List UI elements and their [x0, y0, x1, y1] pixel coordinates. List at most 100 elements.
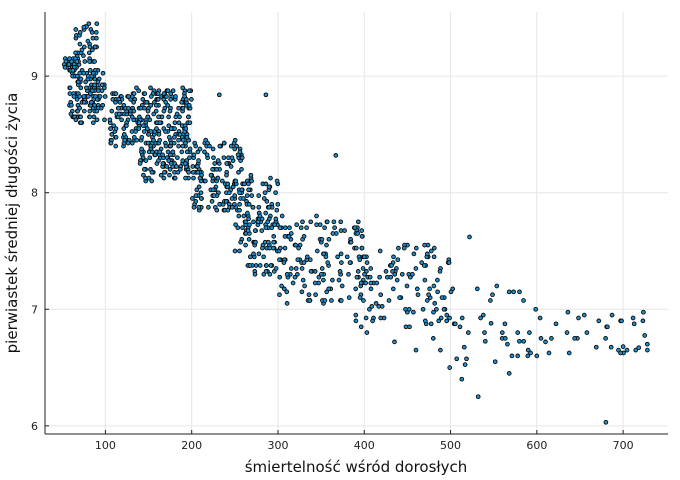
data-point	[214, 167, 219, 172]
data-point	[113, 99, 118, 105]
data-point	[211, 155, 216, 161]
data-point	[361, 254, 367, 260]
data-point	[299, 289, 305, 295]
data-point	[271, 234, 277, 239]
data-point	[564, 330, 570, 335]
data-point	[379, 304, 385, 309]
data-point	[77, 94, 82, 99]
data-point	[509, 353, 515, 359]
data-point	[149, 169, 155, 175]
data-point	[533, 306, 539, 312]
data-point	[237, 207, 242, 213]
data-point	[447, 315, 452, 321]
x-tick-label: 500	[440, 439, 461, 452]
data-point	[459, 376, 465, 382]
data-point	[74, 97, 80, 102]
data-point	[353, 312, 359, 318]
data-point	[184, 97, 189, 102]
data-point	[641, 309, 646, 315]
data-point	[273, 216, 279, 222]
data-point	[251, 219, 256, 225]
data-point	[277, 245, 283, 251]
data-point	[373, 301, 379, 306]
data-point	[502, 336, 508, 341]
data-point	[167, 167, 173, 172]
data-point	[273, 190, 278, 196]
data-point	[354, 274, 360, 280]
data-point	[392, 271, 398, 277]
y-tick-label: 7	[31, 303, 38, 316]
data-point	[499, 330, 505, 335]
x-tick-label: 700	[613, 439, 634, 452]
data-point	[630, 315, 636, 321]
data-point	[131, 134, 137, 140]
data-point	[422, 318, 428, 324]
data-point	[232, 193, 238, 198]
data-point	[180, 105, 186, 111]
data-point	[428, 321, 434, 327]
data-point	[435, 277, 440, 283]
data-point	[196, 158, 201, 163]
data-point	[176, 143, 181, 149]
data-point	[238, 239, 244, 245]
data-point	[223, 199, 229, 204]
data-point	[131, 108, 137, 114]
data-point	[233, 222, 238, 228]
data-point	[226, 190, 232, 196]
data-point	[165, 88, 171, 94]
data-point	[245, 228, 251, 233]
data-point	[441, 306, 447, 312]
data-point	[300, 277, 306, 283]
data-point	[506, 289, 512, 295]
data-point	[177, 114, 182, 120]
data-point	[331, 219, 337, 225]
data-point	[196, 204, 202, 210]
data-point	[263, 181, 269, 187]
data-point	[87, 67, 93, 73]
data-point	[431, 309, 436, 315]
data-point	[155, 97, 161, 102]
data-point	[247, 222, 252, 228]
data-point	[229, 204, 235, 210]
data-point	[521, 298, 526, 303]
data-point	[168, 126, 174, 131]
data-point	[293, 242, 298, 248]
data-point	[217, 143, 223, 149]
data-point	[396, 245, 401, 251]
data-point	[160, 152, 165, 158]
data-point	[89, 99, 94, 105]
data-point	[100, 70, 106, 76]
data-point	[145, 140, 151, 146]
data-point	[467, 234, 472, 240]
data-point	[71, 94, 77, 99]
data-point	[357, 295, 363, 300]
data-point	[448, 289, 454, 295]
data-point	[431, 245, 437, 251]
data-point	[163, 143, 169, 149]
data-point	[459, 315, 465, 321]
data-point	[430, 336, 436, 341]
data-point	[431, 254, 437, 260]
data-point	[642, 333, 648, 338]
data-point	[73, 50, 78, 56]
data-point	[265, 219, 271, 225]
data-point	[515, 353, 521, 359]
data-point	[111, 123, 117, 129]
data-point	[308, 269, 314, 274]
data-point	[138, 105, 144, 111]
data-point	[465, 330, 471, 335]
data-point	[119, 117, 124, 123]
data-point	[203, 178, 208, 184]
data-point	[67, 56, 72, 61]
data-point	[186, 102, 192, 108]
data-point	[91, 70, 96, 76]
data-point	[596, 318, 602, 324]
data-point	[157, 120, 163, 126]
data-point	[121, 126, 127, 131]
data-point	[308, 219, 314, 225]
grid	[45, 12, 668, 434]
data-point	[109, 108, 115, 114]
data-point	[490, 292, 495, 298]
data-point	[168, 161, 174, 166]
data-point	[174, 111, 180, 117]
